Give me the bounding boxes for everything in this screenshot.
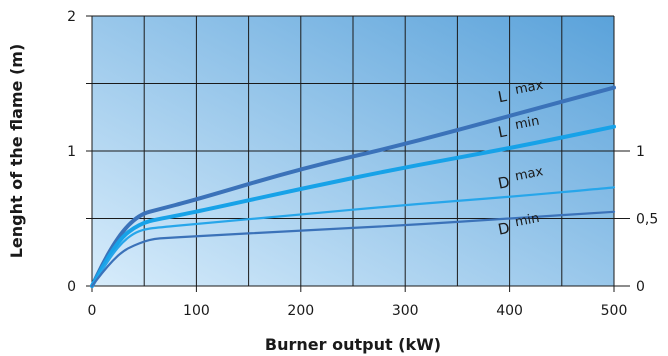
- x-tick-label: 300: [392, 303, 419, 319]
- x-tick-label: 200: [287, 303, 314, 319]
- y-tick-label: 2: [67, 9, 76, 25]
- secondary-y-tick-label: 1: [636, 144, 645, 160]
- x-tick-label: 0: [88, 303, 97, 319]
- series-lines: [90, 85, 616, 288]
- series-line-d-max: [90, 186, 616, 288]
- secondary-y-tick-label: 0,5: [636, 212, 658, 228]
- series-label-sub: min: [514, 114, 541, 133]
- series-label-sub: min: [514, 211, 541, 230]
- series-line-d-min: [90, 210, 616, 288]
- series-label-sub: max: [514, 78, 545, 98]
- x-tick-label: 400: [496, 303, 523, 319]
- series-label-main: D: [496, 173, 511, 193]
- series-line-l-min: [90, 124, 616, 288]
- y-tick-label: 1: [67, 144, 76, 160]
- x-axis-title: Burner output (kW): [265, 335, 441, 354]
- series-label-main: D: [496, 219, 511, 239]
- axes: 0 1 2 0 100 200 300 400 500 0 0,5 1: [67, 9, 658, 319]
- y-tick-label: 0: [67, 279, 76, 295]
- secondary-y-tick-label: 0: [636, 279, 645, 295]
- x-tick-label: 100: [183, 303, 210, 319]
- y-axis-title: Lenght of the flame (m): [7, 44, 26, 259]
- x-tick-label: 500: [601, 303, 628, 319]
- series-label-sub: max: [514, 164, 545, 184]
